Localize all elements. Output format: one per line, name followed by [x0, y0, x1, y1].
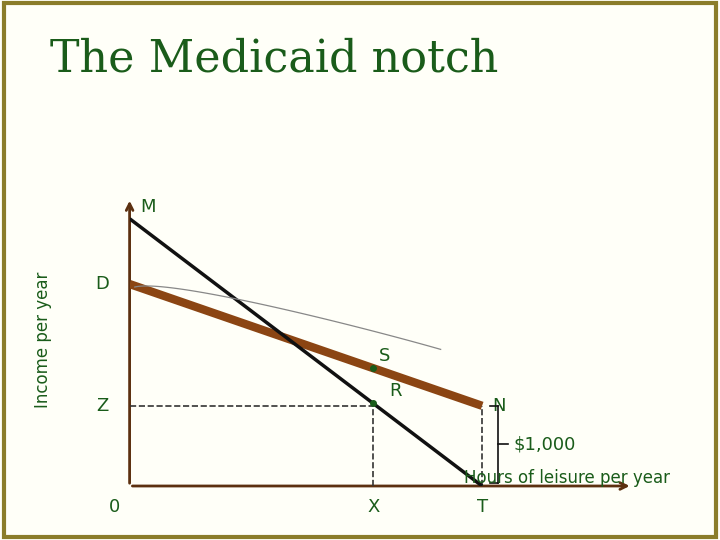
- Text: M: M: [140, 198, 156, 215]
- Text: Z: Z: [96, 397, 109, 415]
- Text: The Medicaid notch: The Medicaid notch: [50, 38, 499, 81]
- Text: Income per year: Income per year: [34, 272, 53, 408]
- Text: N: N: [492, 397, 506, 415]
- Text: T: T: [477, 498, 487, 516]
- Text: R: R: [389, 382, 401, 401]
- Text: S: S: [379, 347, 390, 365]
- Text: D: D: [95, 275, 109, 293]
- Text: $1,000: $1,000: [513, 435, 575, 454]
- Text: X: X: [367, 498, 379, 516]
- Text: 0: 0: [109, 498, 120, 516]
- Text: Hours of leisure per year: Hours of leisure per year: [464, 469, 670, 487]
